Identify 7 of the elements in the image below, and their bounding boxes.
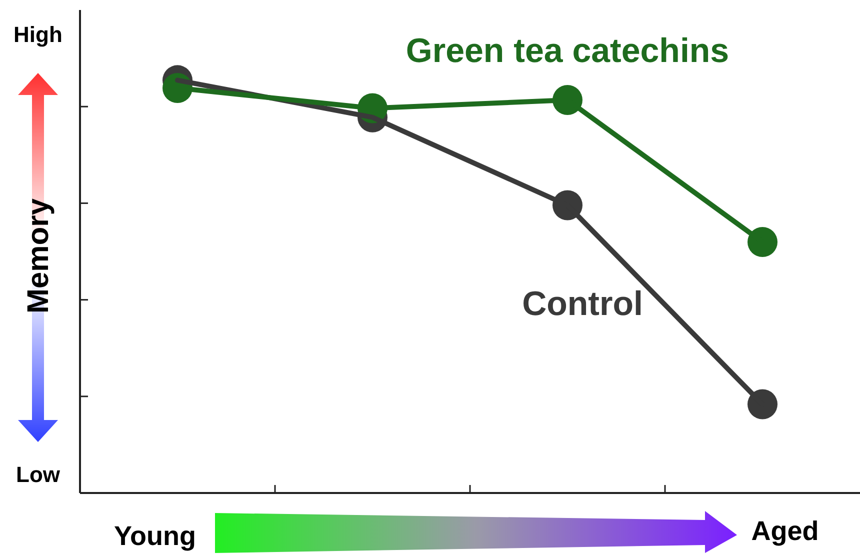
text: Aged	[751, 516, 819, 546]
text: High	[14, 22, 62, 47]
text: Low	[16, 462, 61, 487]
series-label: Control	[522, 284, 643, 323]
text: Young	[114, 521, 196, 551]
y-axis-title: Memory	[22, 198, 55, 314]
series-label: Green tea catechins	[406, 32, 730, 70]
